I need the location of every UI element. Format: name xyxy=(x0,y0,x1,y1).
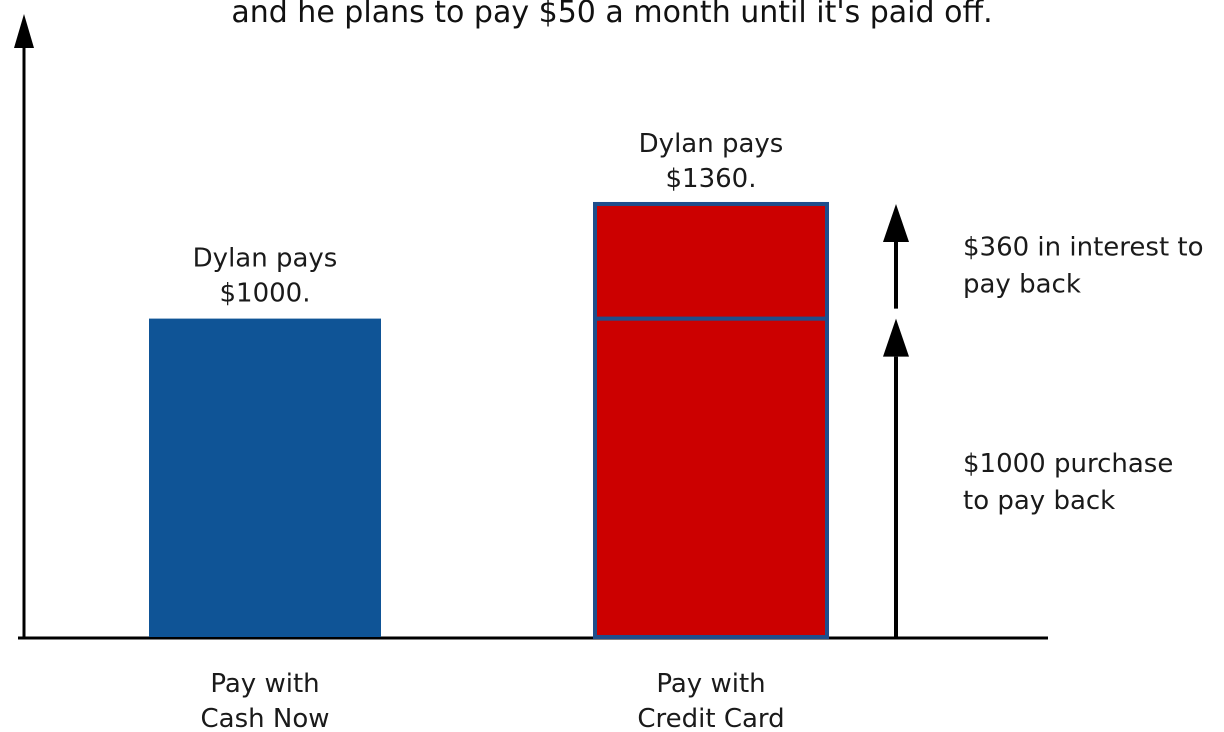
bar-2-total-label: Dylan pays $1360. xyxy=(639,129,784,194)
annotation-1-arrow-head-icon xyxy=(883,318,909,357)
annotation-2-arrow-head-icon xyxy=(883,203,909,242)
x-tick-label-2: Pay with Credit Card xyxy=(637,669,784,732)
annotations-group: $1000 purchase to pay back $360 in interes… xyxy=(883,203,1204,637)
x-tick-label-1: Pay with Cash Now xyxy=(201,669,330,732)
annotation-2-label: $360 in interest to pay back xyxy=(963,232,1204,299)
bar-1-total-label: Dylan pays $1000. xyxy=(193,244,338,309)
bar-1-segment-1 xyxy=(149,318,381,637)
chart-title: and he plans to pay $50 a month until it… xyxy=(231,0,992,30)
y-axis-arrow-icon xyxy=(14,14,34,48)
bar-2-segment-1 xyxy=(593,316,829,639)
annotation-1-label: $1000 purchase to pay back xyxy=(963,449,1173,516)
x-tick-labels-group: Pay with Cash Now Pay with Credit Card xyxy=(201,669,785,732)
bar-2-segment-2 xyxy=(593,201,829,321)
bars-group xyxy=(149,201,829,639)
bar-labels-group: Dylan pays $1000. Dylan pays $1360. xyxy=(193,129,784,309)
